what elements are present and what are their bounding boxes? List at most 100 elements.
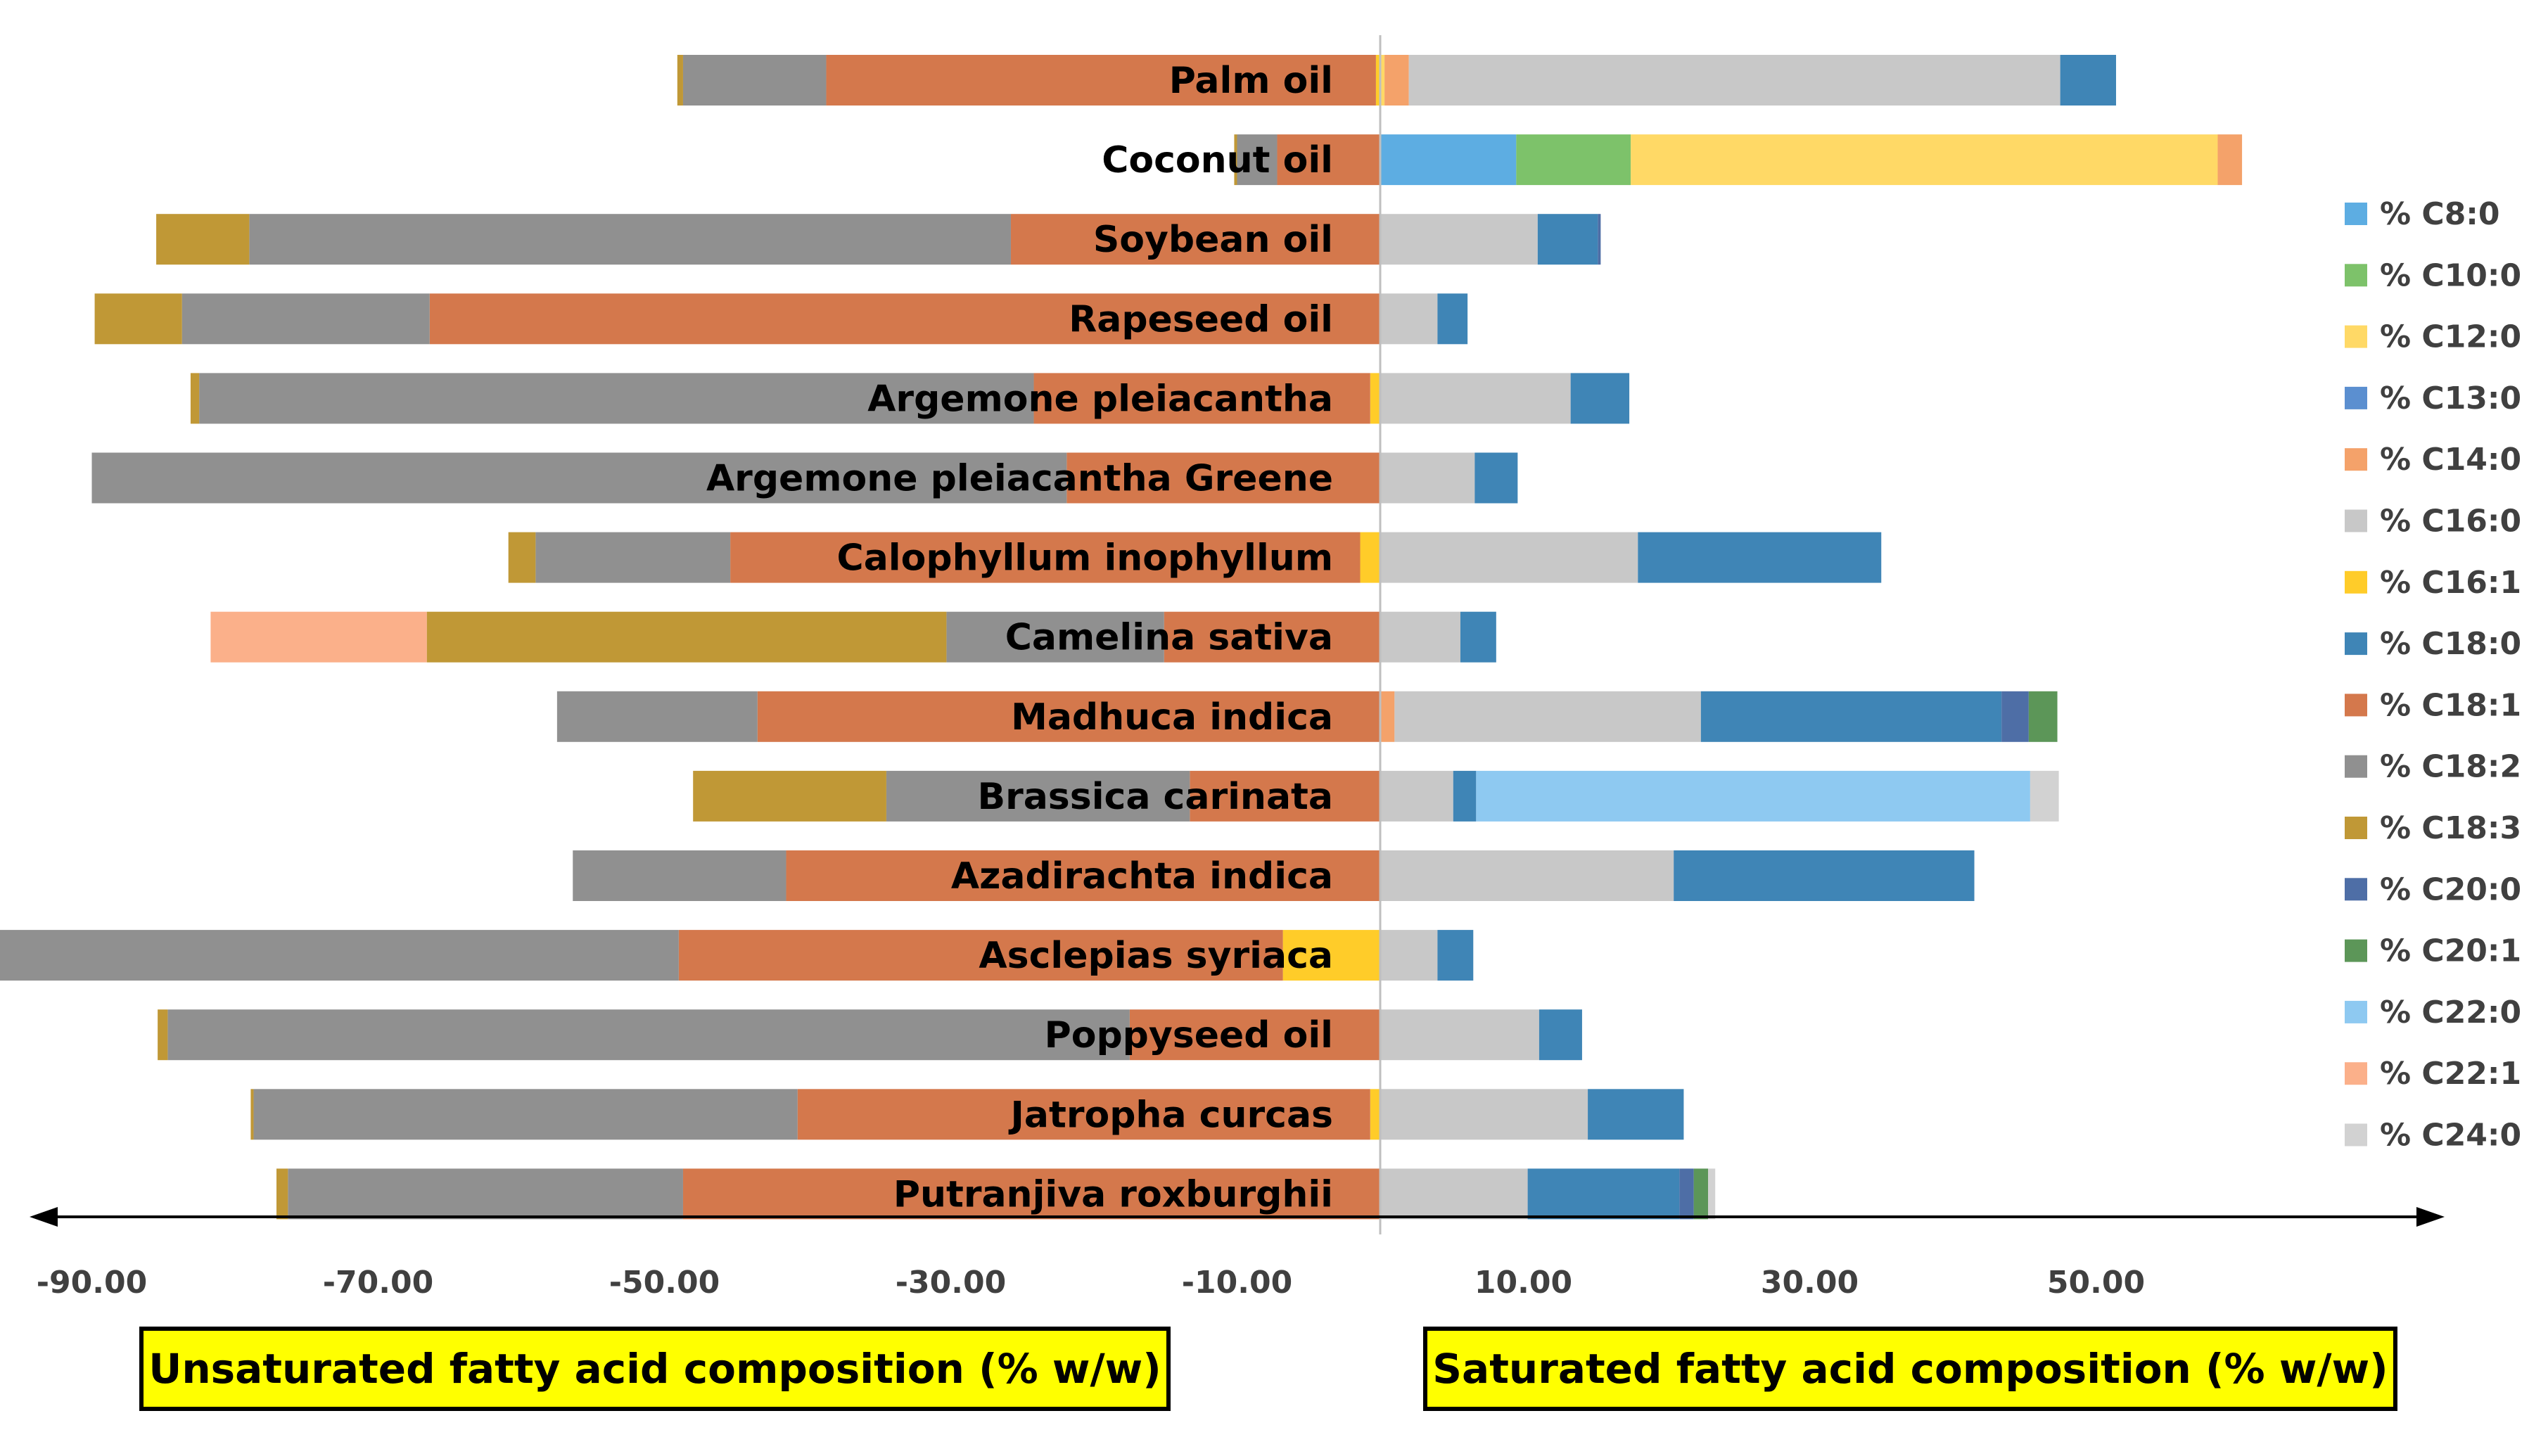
bar-jatropha-curcas-c18-3: [250, 1089, 254, 1140]
bar-palm-oil-c12-0: [1380, 55, 1385, 106]
x-tick-label: 30.00: [1761, 1265, 1859, 1301]
bar-soybean-oil-c16-0: [1380, 214, 1538, 265]
bar-palm-oil-c16-1: [1375, 55, 1380, 106]
bar-rapeseed-oil-c18-1: [429, 293, 1380, 345]
bar-soybean-oil-c18-2: [249, 214, 1011, 265]
bar-poppyseed-oil-c16-0: [1380, 1009, 1539, 1061]
bar-rapeseed-oil-c16-0: [1380, 293, 1438, 345]
x-axis-left-arrowhead: [30, 1207, 58, 1227]
legend-swatch-c14-0: [2345, 448, 2367, 471]
legend-swatch-c8-0: [2345, 203, 2367, 225]
bar-putranjiva-roxburghii-c18-2: [288, 1168, 683, 1220]
legend-label-c18-1: % C18:1: [2380, 687, 2521, 723]
bar-calophyllum-inophyllum-c18-1: [730, 532, 1361, 583]
legend-label-c14-0: % C14:0: [2380, 442, 2521, 478]
category-labels: Palm oil Coconut oil Soybean oil Rapeseed o…: [706, 60, 1333, 1215]
bar-argemone-pleiacantha-greene-c16-0: [1380, 452, 1475, 504]
legend-swatch-c20-0: [2345, 878, 2367, 901]
bar-camelina-sativa-c18-1: [1164, 611, 1380, 663]
category-label-argemone-pleiacantha-greene: Argemone pleiacantha Greene: [706, 458, 1333, 500]
bar-rapeseed-oil-c18-0: [1437, 293, 1468, 345]
legend-label-c22-1: % C22:1: [2380, 1056, 2521, 1092]
bar-palm-oil-c18-2: [682, 55, 827, 106]
bar-asclepias-syriaca-c16-1: [1282, 930, 1380, 981]
x-axis: [30, 1207, 2445, 1227]
bar-madhuca-indica-c16-0: [1394, 691, 1701, 742]
bar-palm-oil-c16-0: [1408, 55, 2060, 106]
bar-soybean-oil-c18-1: [1010, 214, 1380, 265]
bar-brassica-carinata-c22-0: [1476, 770, 2030, 822]
category-label-argemone-pleiacantha: Argemone pleiacantha: [867, 378, 1333, 420]
bar-brassica-carinata-c18-2: [886, 770, 1190, 822]
legend-label-c16-1: % C16:1: [2380, 565, 2521, 601]
legend-swatch-c12-0: [2345, 325, 2367, 348]
legend-label-c18-0: % C18:0: [2380, 626, 2521, 662]
saturated-axis-title: Saturated fatty acid composition (% w/w): [1423, 1327, 2397, 1411]
bar-putranjiva-roxburghii-c18-3: [276, 1168, 288, 1220]
legend-swatch-c18-3: [2345, 817, 2367, 839]
legend-label-c24-0: % C24:0: [2380, 1118, 2521, 1154]
bar-soybean-oil-c18-3: [156, 214, 250, 265]
bar-calophyllum-inophyllum-c18-0: [1638, 532, 1882, 583]
bar-coconut-oil-c18-2: [1237, 134, 1278, 186]
bar-brassica-carinata-c18-1: [1190, 770, 1380, 822]
bar-soybean-oil-c18-0: [1537, 214, 1598, 265]
bar-palm-oil-c18-0: [2060, 55, 2116, 106]
legend-swatch-c10-0: [2345, 264, 2367, 287]
bar-argemone-pleiacantha-c16-1: [1370, 373, 1380, 424]
category-label-brassica-carinata: Brassica carinata: [977, 776, 1333, 818]
category-label-rapeseed-oil: Rapeseed oil: [1069, 298, 1333, 340]
bar-rapeseed-oil-c18-2: [181, 293, 430, 345]
bar-brassica-carinata-c18-0: [1453, 770, 1477, 822]
category-label-madhuca-indica: Madhuca indica: [1011, 696, 1333, 739]
bar-jatropha-curcas-c18-2: [253, 1089, 798, 1140]
bar-jatropha-curcas-c18-1: [797, 1089, 1370, 1140]
bar-calophyllum-inophyllum-c16-0: [1380, 532, 1638, 583]
bar-poppyseed-oil-c18-0: [1539, 1009, 1582, 1061]
bar-argemone-pleiacantha-greene-c18-0: [1474, 452, 1518, 504]
bar-asclepias-syriaca-c18-1: [678, 930, 1283, 981]
x-tick-labels: -90.00 -70.00 -50.00 -30.00 -10.00 10.00 30.00…: [37, 1265, 2145, 1301]
bar-coconut-oil-c12-0: [1631, 134, 2218, 186]
bar-putranjiva-roxburghii-c16-0: [1380, 1168, 1528, 1220]
legend-swatch-c16-1: [2345, 570, 2367, 594]
bar-argemone-pleiacantha-c16-0: [1380, 373, 1571, 424]
bar-azadirachta-indica-c16-0: [1380, 850, 1674, 901]
legend-label-c10-0: % C10:0: [2380, 257, 2521, 293]
bar-coconut-oil-c8-0: [1380, 134, 1517, 186]
category-label-putranjiva-roxburghii: Putranjiva roxburghii: [893, 1173, 1333, 1215]
legend-swatch-c18-1: [2345, 694, 2367, 717]
bar-camelina-sativa-c18-0: [1460, 611, 1496, 663]
bar-soybean-oil-c20-0: [1598, 214, 1601, 265]
bar-brassica-carinata-c18-3: [693, 770, 886, 822]
legend-swatch-c13-0: [2345, 386, 2367, 409]
bar-argemone-pleiacantha-c18-2: [199, 373, 1034, 424]
category-label-azadirachta-indica: Azadirachta indica: [951, 855, 1333, 898]
x-tick-label: -90.00: [37, 1265, 147, 1301]
bar-jatropha-curcas-c16-1: [1370, 1089, 1380, 1140]
unsaturated-axis-title: Unsaturated fatty acid composition (% w/…: [139, 1327, 1171, 1411]
x-tick-label: -10.00: [1182, 1265, 1292, 1301]
legend-swatch-c20-1: [2345, 939, 2367, 962]
x-tick-label: 10.00: [1474, 1265, 1572, 1301]
bar-coconut-oil-c18-1: [1277, 134, 1380, 186]
bar-coconut-oil-c14-0: [2217, 134, 2243, 186]
category-label-soybean-oil: Soybean oil: [1093, 219, 1333, 261]
bar-camelina-sativa-c22-1: [210, 611, 427, 663]
bar-madhuca-indica-c14-0: [1380, 691, 1395, 742]
category-label-palm-oil: Palm oil: [1169, 60, 1333, 102]
bar-poppyseed-oil-c18-1: [1129, 1009, 1381, 1061]
bar-jatropha-curcas-c18-0: [1588, 1089, 1684, 1140]
bar-coconut-oil-c10-0: [1516, 134, 1631, 186]
bar-poppyseed-oil-c18-3: [158, 1009, 168, 1061]
bar-argemone-pleiacantha-c18-3: [190, 373, 200, 424]
bar-calophyllum-inophyllum-c16-1: [1360, 532, 1380, 583]
bar-asclepias-syriaca-c18-2: [0, 930, 679, 981]
legend-label-c22-0: % C22:0: [2380, 995, 2521, 1030]
legend-swatch-c22-1: [2345, 1062, 2367, 1085]
x-tick-label: 50.00: [2047, 1265, 2145, 1301]
x-tick-label: -70.00: [323, 1265, 433, 1301]
bar-putranjiva-roxburghii-c24-0: [1708, 1168, 1716, 1220]
legend-label-c20-0: % C20:0: [2380, 871, 2521, 907]
